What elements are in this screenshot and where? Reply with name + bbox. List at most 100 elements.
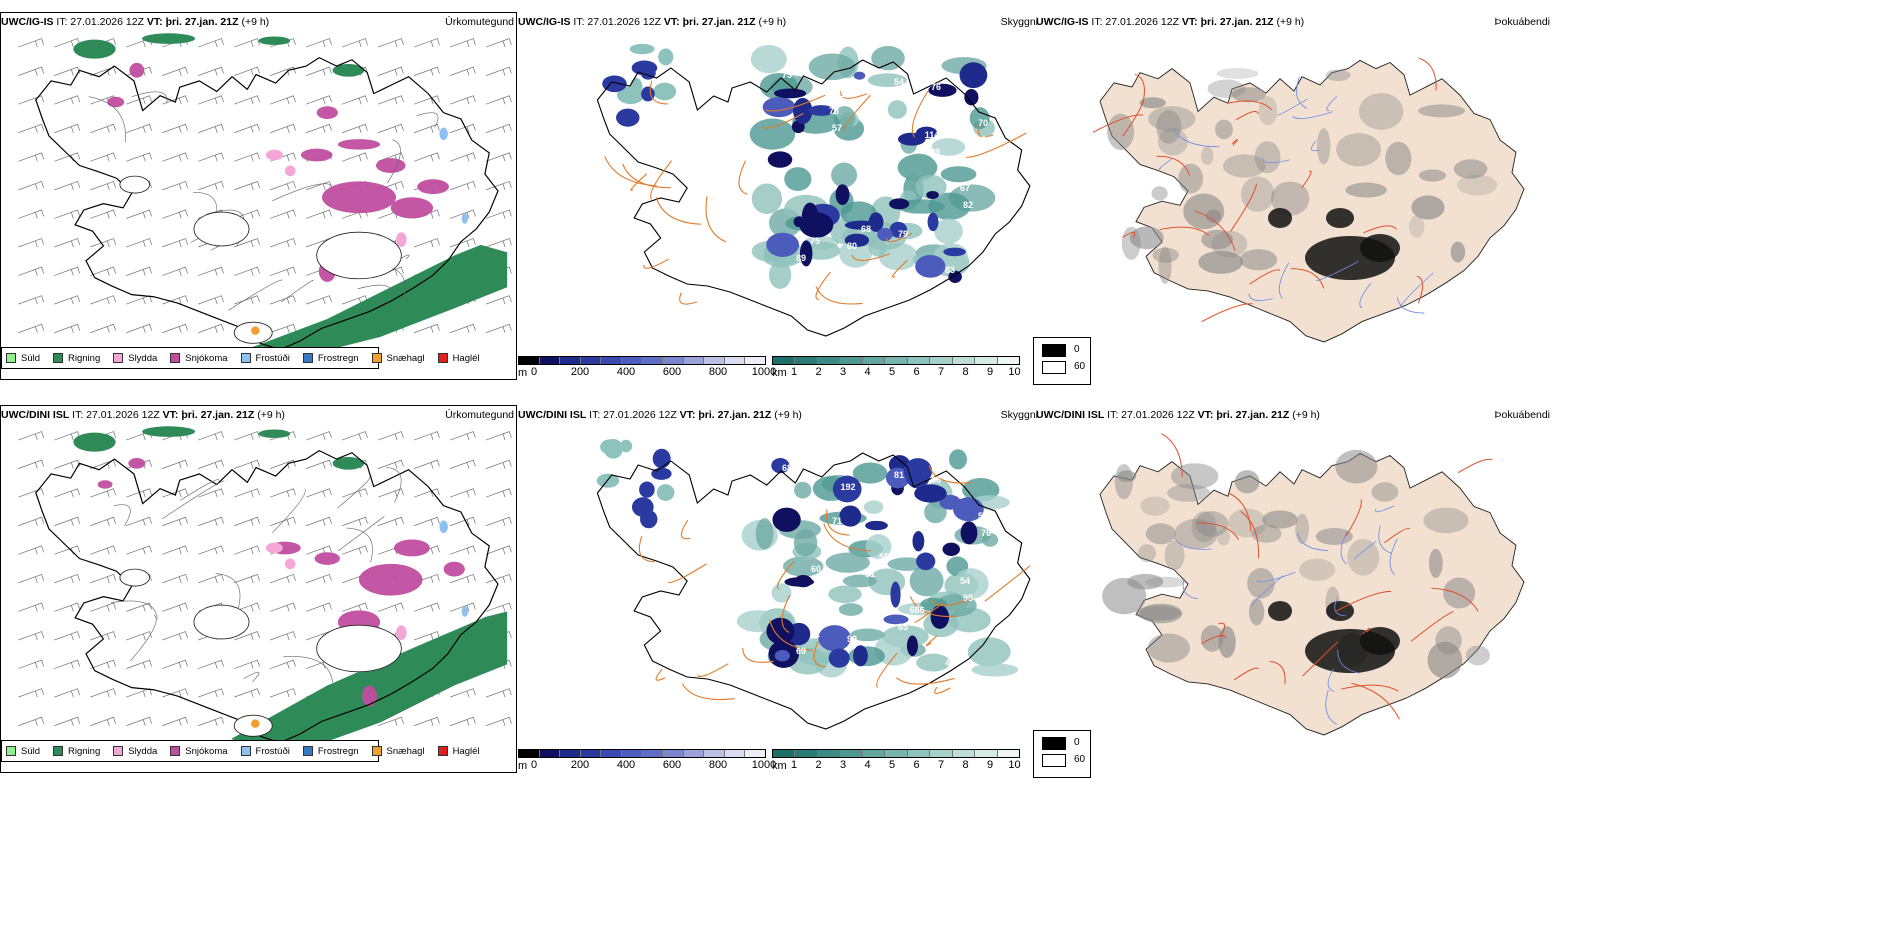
road-line — [1201, 303, 1253, 323]
river-line — [1359, 282, 1372, 309]
ceiling-cell — [801, 202, 819, 230]
ceiling-value-label: 70 — [978, 118, 988, 128]
ceiling-value-label: 114 — [925, 130, 940, 140]
colorbar-cell — [704, 357, 725, 364]
wind-barb — [485, 123, 512, 134]
ceiling-value-label: 70 — [930, 540, 940, 550]
wind-barb — [90, 631, 117, 641]
visibility-cell — [928, 192, 971, 220]
lead-time: (+9 h) — [771, 409, 802, 421]
wind-barb — [162, 602, 188, 612]
ceiling-cell — [915, 254, 946, 278]
visibility-cell — [825, 552, 870, 573]
wind-barb — [162, 209, 188, 219]
wind-barb — [126, 95, 152, 105]
wind-barb — [162, 266, 188, 276]
wind-barb — [162, 659, 188, 669]
visibility-cell — [865, 534, 892, 559]
wind-barb — [198, 295, 224, 305]
glacier-outline — [316, 624, 402, 673]
road-line — [346, 527, 373, 563]
colorbar-cell — [997, 750, 1019, 757]
road-line — [1351, 682, 1400, 720]
ceiling-value-label: 192 — [840, 482, 855, 492]
ceiling-visibility-map: 73 57 81 79 76 70 102 80 75 89 82 89 78 808 86 83 70 82 68… — [596, 43, 1031, 337]
ceiling-cell — [767, 151, 793, 168]
ceiling-value-label: 81 — [865, 176, 875, 186]
wind-barb — [449, 209, 476, 219]
road-line — [1240, 510, 1260, 559]
fog-gray-cell — [1358, 92, 1404, 130]
ceiling-tick: 600 — [662, 366, 682, 378]
river-line — [1334, 598, 1346, 617]
wind-barb — [18, 323, 45, 334]
wind-barb — [234, 66, 260, 76]
wind-barb — [449, 459, 476, 469]
panel-header: UWC/IG-IS IT: 27.01.2026 12Z VT: þri. 27… — [518, 16, 786, 28]
road-line — [655, 668, 666, 681]
model-name: UWC/DINI ISL — [1, 409, 70, 421]
wind-barb — [90, 602, 117, 612]
legend-item: Frostregn — [302, 353, 359, 364]
road-line — [776, 561, 795, 590]
visibility-cell — [867, 73, 907, 88]
ceiling-value-label: 51 — [810, 629, 820, 639]
visibility-cell — [808, 53, 856, 81]
wind-barb — [305, 431, 332, 441]
coastline — [35, 450, 499, 744]
colorbar-cell — [862, 750, 886, 757]
rain-patch — [258, 429, 291, 438]
snow-patch — [300, 148, 333, 162]
visibility-tick: 2 — [815, 366, 822, 378]
river-line — [1398, 272, 1434, 310]
wind-barb — [449, 323, 476, 334]
ceiling-cell — [832, 475, 862, 503]
wind-barb — [305, 488, 332, 498]
ceiling-cell — [766, 232, 800, 257]
legend-item: Slydda — [113, 746, 157, 757]
visibility-tick: 10 — [1008, 366, 1021, 378]
wind-barb — [413, 152, 440, 162]
fog-legend-label: 0 — [1074, 737, 1080, 748]
road-line — [243, 672, 260, 683]
ceiling-cell — [906, 635, 918, 656]
wind-barb — [18, 209, 45, 219]
road-line — [823, 523, 872, 552]
ceiling-value-label: 686 — [909, 605, 924, 615]
wind-barb — [413, 488, 440, 498]
ceiling-cell — [868, 212, 884, 232]
road-line — [1201, 634, 1227, 645]
wind-barb — [54, 66, 81, 76]
wind-barb — [413, 238, 440, 248]
wind-barb — [54, 716, 81, 727]
legend-item: Haglél — [437, 746, 480, 757]
precip-map — [18, 426, 512, 752]
wind-barb — [270, 209, 296, 219]
lead-time: (+9 h) — [238, 16, 270, 28]
fog-index-map — [1092, 57, 1525, 343]
fog-gray-cell — [1167, 484, 1211, 502]
colorbar-cell — [817, 750, 841, 757]
wind-barb — [305, 516, 332, 527]
visibility-cell — [771, 583, 792, 603]
fog-gray-cell — [1443, 577, 1476, 609]
wind-barb — [198, 152, 224, 162]
wind-barb — [413, 95, 440, 105]
fog-gray-cell — [1385, 141, 1412, 176]
glacier-outline — [119, 175, 150, 194]
ceiling-value-label: 76 — [981, 528, 991, 538]
fog-gray-cell — [1316, 128, 1331, 165]
fog-gray-cell — [1315, 527, 1353, 545]
legend-swatch — [437, 353, 448, 363]
ceiling-unit: m — [518, 760, 528, 772]
wind-barb — [126, 631, 152, 641]
wind-barb — [485, 38, 512, 48]
ceiling-cell — [619, 439, 633, 453]
road-line — [643, 258, 670, 269]
colorbar-cell — [885, 750, 908, 757]
ceiling-value-label: 78 — [829, 106, 839, 116]
snow-patch — [362, 685, 378, 707]
road-line — [357, 284, 394, 299]
wind-barb — [485, 95, 512, 105]
wind-barb — [270, 266, 296, 276]
